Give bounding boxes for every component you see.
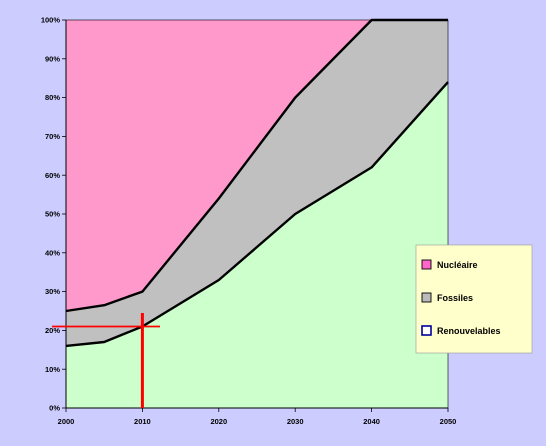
y-tick-label: 90% xyxy=(45,54,60,63)
x-tick-label: 2040 xyxy=(363,417,380,426)
area-fossiles xyxy=(66,20,448,346)
y-tick-label: 100% xyxy=(41,16,61,25)
x-tick-label: 2030 xyxy=(287,417,304,426)
y-tick-label: 40% xyxy=(45,248,60,257)
x-tick-label: 2050 xyxy=(440,417,457,426)
y-tick-label: 60% xyxy=(45,171,60,180)
y-tick-label: 0% xyxy=(49,404,60,413)
y-tick-label: 20% xyxy=(45,326,60,335)
legend-swatch-nucleaire xyxy=(421,259,432,270)
axes xyxy=(62,19,449,412)
legend-label-renouvelables: Renouvelables xyxy=(437,326,501,336)
boundary-renouvelables xyxy=(65,81,449,348)
x-tick-label: 2010 xyxy=(134,417,151,426)
area-nucleaire xyxy=(66,20,448,311)
x-tick-labels: 2000 2010 2020 2030 2040 2050 xyxy=(58,417,457,426)
legend-box xyxy=(415,244,533,354)
y-tick-labels: 0% 10% 20% 30% 40% 50% 60% 70% 80% 90% 100% xyxy=(41,16,61,413)
x-tick-label: 2020 xyxy=(210,417,227,426)
x-tick-label: 2000 xyxy=(58,417,75,426)
legend-label-nucleaire: Nucléaire xyxy=(437,260,478,270)
crosshair-annotation xyxy=(52,312,160,408)
area-layer xyxy=(66,20,448,408)
y-tick-label: 50% xyxy=(45,210,60,219)
y-tick-label: 10% xyxy=(45,365,60,374)
y-tick-label: 70% xyxy=(45,132,60,141)
y-tick-label: 80% xyxy=(45,93,60,102)
y-tick-label: 30% xyxy=(45,287,60,296)
legend-label-fossiles: Fossiles xyxy=(437,293,473,303)
area-renouvelables xyxy=(66,82,448,408)
legend-swatch-fossiles xyxy=(421,292,432,303)
legend-swatch-renouvelables xyxy=(421,325,432,336)
legend: Nucléaire Fossiles Renouvelables xyxy=(415,244,533,354)
